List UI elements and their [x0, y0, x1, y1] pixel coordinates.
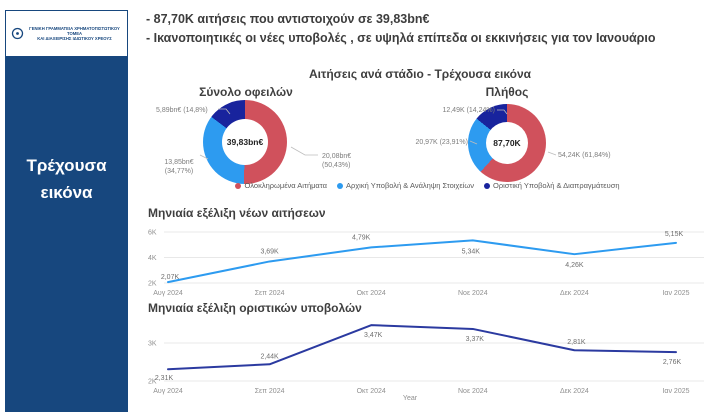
donut-center-value-total-debt: 39,83bn€	[226, 137, 264, 147]
sidebar-item-current-view[interactable]: Τρέχουσα εικόνα	[26, 156, 107, 202]
line-chart-final-submissions[interactable]: 3K 2K2,31K Αυγ 2024 2,44K Σεπ 2024 3,47K Οκτ 2…	[148, 316, 708, 398]
donut-hole: 39,83bn€	[222, 119, 268, 165]
x-axis-label: Σεπ 2024	[255, 388, 285, 395]
donut-hole: 87,70K	[486, 122, 528, 164]
legend-item-initial-submission[interactable]: Αρχική Υποβολή & Ανάληψη Στοιχείων	[336, 181, 474, 190]
legend-item-final-submission[interactable]: Οριστική Υποβολή & Διαπραγμάτευση	[483, 181, 620, 190]
headline-submissions: - Ικανοποιητικές οι νέες υποβολές , σε υ…	[146, 31, 656, 45]
donut-title-count: Πλήθος	[485, 85, 529, 99]
slice-label-completed-debt: 20,08bn€ (50,43%)	[322, 153, 352, 169]
x-axis-label: Νοε 2024	[458, 388, 488, 395]
data-point-label: 5,34K	[462, 248, 481, 255]
data-point-label: 3,69K	[260, 248, 279, 255]
line-chart-new-applications[interactable]: 6K 4K 2K 2,07K Αυγ 2024 3,69K Σεπ 2024 4,79K Οκτ…	[148, 226, 708, 302]
x-axis-label: Οκτ 2024	[357, 290, 386, 297]
x-axis-label: Αυγ 2024	[153, 388, 183, 395]
data-point-label: 3,47K	[364, 332, 383, 339]
headline-applications: - 87,70Κ αιτήσεις που αντιστοιχούν σε 39…	[146, 12, 430, 26]
donut-chart-count[interactable]: 87,70K	[468, 104, 546, 182]
trend-line	[167, 324, 677, 371]
data-point-label: 2,44K	[260, 353, 279, 360]
donut-center-value-count: 87,70K	[493, 138, 521, 148]
org-name-line1: ΓΕΝΙΚΗ ΓΡΑΜΜΑΤΕΙΑ ΧΡΗΜΑΤΟΠΙΣΤΩΤΙΚΟΥ ΤΟΜΕ…	[29, 25, 120, 36]
slice-label-initial-submission-debt: 13,85bn€ (34,77%)	[164, 159, 194, 175]
donut-title-total-debt: Σύνολο οφειλών	[199, 85, 293, 99]
y-axis-tick-label: 4K	[148, 255, 157, 262]
donut-chart-total-debt[interactable]: 39,83bn€	[203, 100, 287, 184]
x-axis-title: Year	[402, 395, 418, 402]
chart-title-final-submissions: Μηνιαία εξέλιξη οριστικών υποβολών	[148, 301, 362, 315]
chart-title-new-applications: Μηνιαία εξέλιξη νέων αιτήσεων	[148, 206, 326, 220]
org-name-line2: ΚΑΙ ΔΙΑΧΕΙΡΙΣΗΣ ΙΔΙΩΤΙΚΟΥ ΧΡΕΟΥΣ	[37, 36, 112, 42]
slice-label-final-submission-debt: 5,89bn€ (14,8%)	[156, 107, 208, 114]
data-point-label: 4,79K	[352, 234, 371, 241]
org-emblem-icon	[11, 27, 24, 40]
data-point-label: 2,31K	[155, 375, 174, 382]
data-point-label: 5,15K	[665, 231, 684, 238]
legend-dot-initial-icon	[336, 182, 343, 189]
section-title: Αιτήσεις ανά στάδιο - Τρέχουσα εικόνα	[308, 67, 532, 81]
slice-label-initial-submission-count: 20,97K (23,91%)	[415, 139, 468, 146]
data-point-label: 2,76K	[663, 359, 682, 366]
sidebar: Τρέχουσα εικόνα	[5, 57, 128, 412]
slice-label-final-submission-count: 12,49K (14,24%)	[442, 107, 495, 114]
legend-label: Ολοκληρωμένα Αιτήματα	[244, 181, 327, 190]
legend-label: Οριστική Υποβολή & Διαπραγμάτευση	[492, 181, 620, 190]
x-axis-label: Ιαν 2025	[662, 388, 689, 395]
legend-label: Αρχική Υποβολή & Ανάληψη Στοιχείων	[345, 181, 474, 190]
slice-label-completed-count: 54,24K (61,84%)	[558, 152, 611, 159]
y-axis-tick-label: 2K	[148, 281, 157, 288]
x-axis-label: Οκτ 2024	[357, 388, 386, 395]
x-axis-label: Νοε 2024	[458, 290, 488, 297]
org-name: ΓΕΝΙΚΗ ΓΡΑΜΜΑΤΕΙΑ ΧΡΗΜΑΤΟΠΙΣΤΩΤΙΚΟΥ ΤΟΜΕ…	[27, 26, 122, 42]
data-point-label: 2,07K	[161, 274, 180, 281]
x-axis-label: Δεκ 2024	[560, 290, 589, 297]
legend-dot-completed-icon	[235, 182, 242, 189]
y-axis-tick-label: 6K	[148, 230, 157, 237]
data-point-label: 4,26K	[565, 262, 584, 269]
data-point-label: 3,37K	[466, 336, 485, 343]
header-summary: - 87,70Κ αιτήσεις που αντιστοιχούν σε 39…	[146, 10, 656, 48]
x-axis-label: Αυγ 2024	[153, 290, 183, 297]
x-axis-label: Ιαν 2025	[662, 290, 689, 297]
legend: Ολοκληρωμένα Αιτήματα Αρχική Υποβολή & Α…	[145, 181, 710, 190]
legend-item-completed[interactable]: Ολοκληρωμένα Αιτήματα	[235, 181, 327, 190]
legend-dot-final-icon	[483, 182, 490, 189]
org-logo: ΓΕΝΙΚΗ ΓΡΑΜΜΑΤΕΙΑ ΧΡΗΜΑΤΟΠΙΣΤΩΤΙΚΟΥ ΤΟΜΕ…	[5, 10, 128, 57]
x-axis-label: Σεπ 2024	[255, 290, 285, 297]
trend-line	[167, 239, 677, 284]
data-point-label: 2,81K	[567, 339, 586, 346]
y-axis-tick-label: 3K	[148, 341, 157, 348]
y-axis-tick-label: 2K	[148, 379, 157, 386]
x-axis-label: Δεκ 2024	[560, 388, 589, 395]
